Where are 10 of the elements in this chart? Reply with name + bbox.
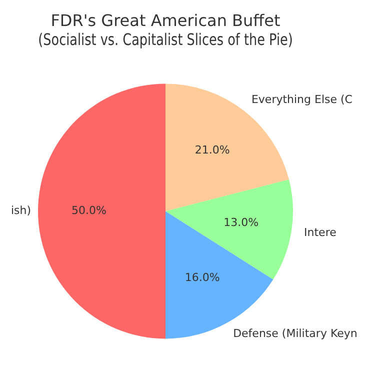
data-label: 13.0%: [224, 216, 259, 230]
slice-label: Everything Else (C: [251, 93, 353, 106]
slice-label: Defense (Military Keyn: [233, 326, 358, 340]
slice-label: Intere: [304, 226, 337, 239]
data-label: 16.0%: [184, 271, 220, 284]
chart-title: FDR's Great American Buffet: [50, 10, 280, 30]
data-label: 21.0%: [194, 144, 230, 157]
slice-label: ish): [10, 204, 32, 218]
chart-subtitle: (Socialist vs. Capitalist Slices of the Pie): [38, 32, 293, 50]
data-label: 50.0%: [72, 204, 106, 218]
